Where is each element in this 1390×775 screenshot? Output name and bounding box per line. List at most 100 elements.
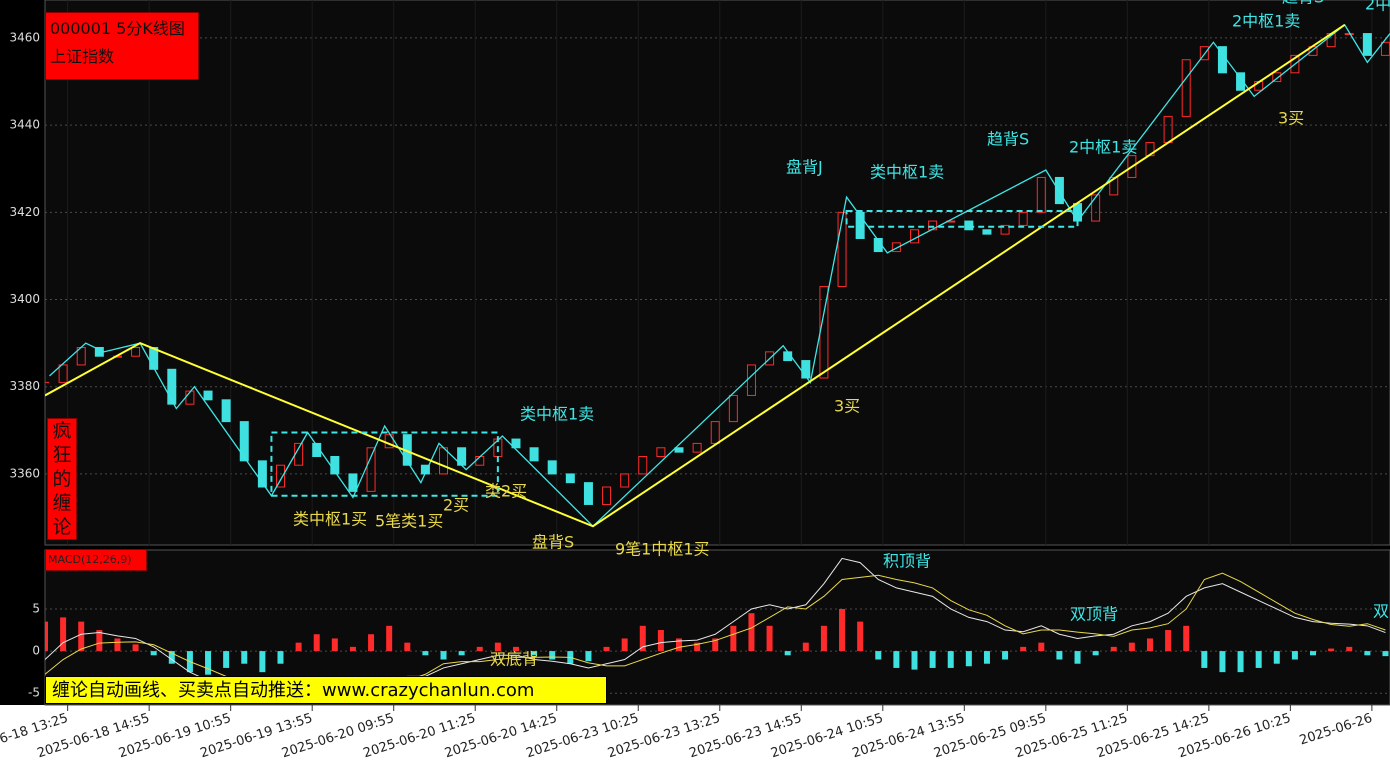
macd-bar bbox=[1183, 625, 1190, 652]
macd-bar bbox=[1165, 630, 1172, 652]
candle bbox=[1018, 211, 1028, 226]
candle bbox=[891, 242, 901, 253]
segment-line bbox=[45, 24, 1346, 528]
annotation: 3买 bbox=[1278, 109, 1304, 128]
watermark-text: 疯狂的缠论 bbox=[52, 420, 72, 538]
macd-bar bbox=[694, 642, 701, 652]
candle bbox=[656, 447, 666, 457]
y-tick-label: 3440 bbox=[9, 118, 40, 132]
annotation: 类2买 bbox=[485, 482, 527, 501]
macd-bar bbox=[205, 651, 212, 675]
candle bbox=[1127, 155, 1137, 178]
macd-bar bbox=[241, 651, 248, 664]
macd-bar bbox=[639, 625, 646, 652]
pivot-box bbox=[270, 431, 499, 497]
candle bbox=[855, 211, 865, 239]
chart-subtitle: 上证指数 bbox=[50, 47, 115, 66]
candle bbox=[710, 421, 720, 444]
chart-title: 000001 5分K线图 bbox=[50, 19, 185, 38]
candle bbox=[257, 460, 267, 488]
candle bbox=[167, 368, 177, 405]
macd-bar bbox=[476, 646, 483, 652]
macd-bar bbox=[132, 644, 139, 652]
annotation: 盘背J bbox=[786, 158, 823, 177]
macd-bar bbox=[1291, 651, 1298, 660]
annotation: 双顶背 bbox=[1070, 605, 1118, 624]
y-tick-label: -5 bbox=[28, 686, 40, 700]
macd-bar bbox=[657, 630, 664, 652]
macd-bar bbox=[331, 638, 338, 652]
annotation: 5笔类1买 bbox=[375, 512, 443, 531]
annotation: 类中枢1买 bbox=[293, 510, 367, 529]
macd-bar bbox=[965, 651, 972, 667]
y-tick-label: 3420 bbox=[9, 205, 40, 219]
macd-bar bbox=[730, 625, 737, 652]
macd-bar bbox=[277, 651, 284, 664]
main-panel bbox=[44, 0, 1390, 546]
candle bbox=[1000, 224, 1010, 235]
macd-bar bbox=[531, 651, 538, 656]
macd-bar bbox=[1273, 651, 1280, 664]
candle bbox=[131, 346, 141, 357]
x-tick-label: 2025-06-26 bbox=[1298, 711, 1374, 749]
macd-bar bbox=[368, 634, 375, 652]
macd-bar bbox=[983, 651, 990, 664]
candle bbox=[692, 442, 702, 453]
candle bbox=[964, 220, 974, 231]
macd-bar bbox=[1074, 651, 1081, 664]
candle bbox=[1380, 41, 1390, 56]
annotation: 盘背S bbox=[532, 533, 574, 552]
candle bbox=[366, 447, 376, 492]
annotation: 3买 bbox=[834, 397, 860, 416]
candle bbox=[275, 464, 285, 488]
candle bbox=[837, 211, 847, 287]
macd-bar bbox=[766, 625, 773, 652]
macd-bar bbox=[621, 638, 628, 652]
macd-bar bbox=[1038, 642, 1045, 652]
annotation: 2中 bbox=[1365, 0, 1390, 14]
macd-bar bbox=[1056, 651, 1063, 660]
macd-bar bbox=[839, 608, 846, 652]
pivot-box bbox=[845, 210, 1079, 228]
candle bbox=[1236, 72, 1246, 91]
candle bbox=[547, 460, 557, 475]
y-tick-label: 3400 bbox=[9, 292, 40, 306]
macd-bar bbox=[748, 613, 755, 652]
annotation: 2中枢1卖 bbox=[1232, 12, 1300, 31]
y-tick-label: 0 bbox=[32, 644, 40, 658]
candle bbox=[801, 360, 811, 379]
annotation: 双 bbox=[1373, 602, 1389, 621]
candle bbox=[674, 447, 684, 453]
candle bbox=[1290, 54, 1300, 74]
macd-bar bbox=[712, 638, 719, 652]
macd-bar bbox=[1346, 646, 1353, 652]
annotation: 2买 bbox=[443, 496, 469, 515]
candle bbox=[1036, 176, 1046, 213]
macd-bar bbox=[893, 651, 900, 668]
annotation: 类中枢1卖 bbox=[870, 163, 944, 182]
macd-bar bbox=[150, 651, 157, 656]
macd-bar bbox=[458, 651, 465, 656]
annotation: 趋背S bbox=[1282, 0, 1324, 7]
macd-bar bbox=[802, 642, 809, 652]
candle bbox=[312, 442, 322, 457]
candle bbox=[728, 394, 738, 423]
macd-bar bbox=[78, 621, 85, 652]
y-tick-label: 3460 bbox=[9, 30, 40, 44]
macd-bar bbox=[1128, 642, 1135, 652]
macd-bar bbox=[1146, 638, 1153, 652]
macd-bar bbox=[60, 617, 67, 652]
candle bbox=[765, 351, 775, 366]
macd-bar bbox=[1255, 651, 1262, 668]
annotation: 类中枢1卖 bbox=[520, 405, 594, 424]
candle bbox=[1054, 176, 1064, 205]
macd-bar bbox=[784, 651, 791, 656]
macd-bar bbox=[857, 621, 864, 652]
candle bbox=[348, 473, 358, 492]
macd-bar bbox=[1382, 651, 1389, 657]
macd-bar bbox=[494, 642, 501, 652]
macd-bar bbox=[313, 634, 320, 652]
banner: 缠论自动画线、买卖点自动推送：www.crazychanlun.com bbox=[45, 676, 607, 704]
macd-bar bbox=[929, 651, 936, 668]
